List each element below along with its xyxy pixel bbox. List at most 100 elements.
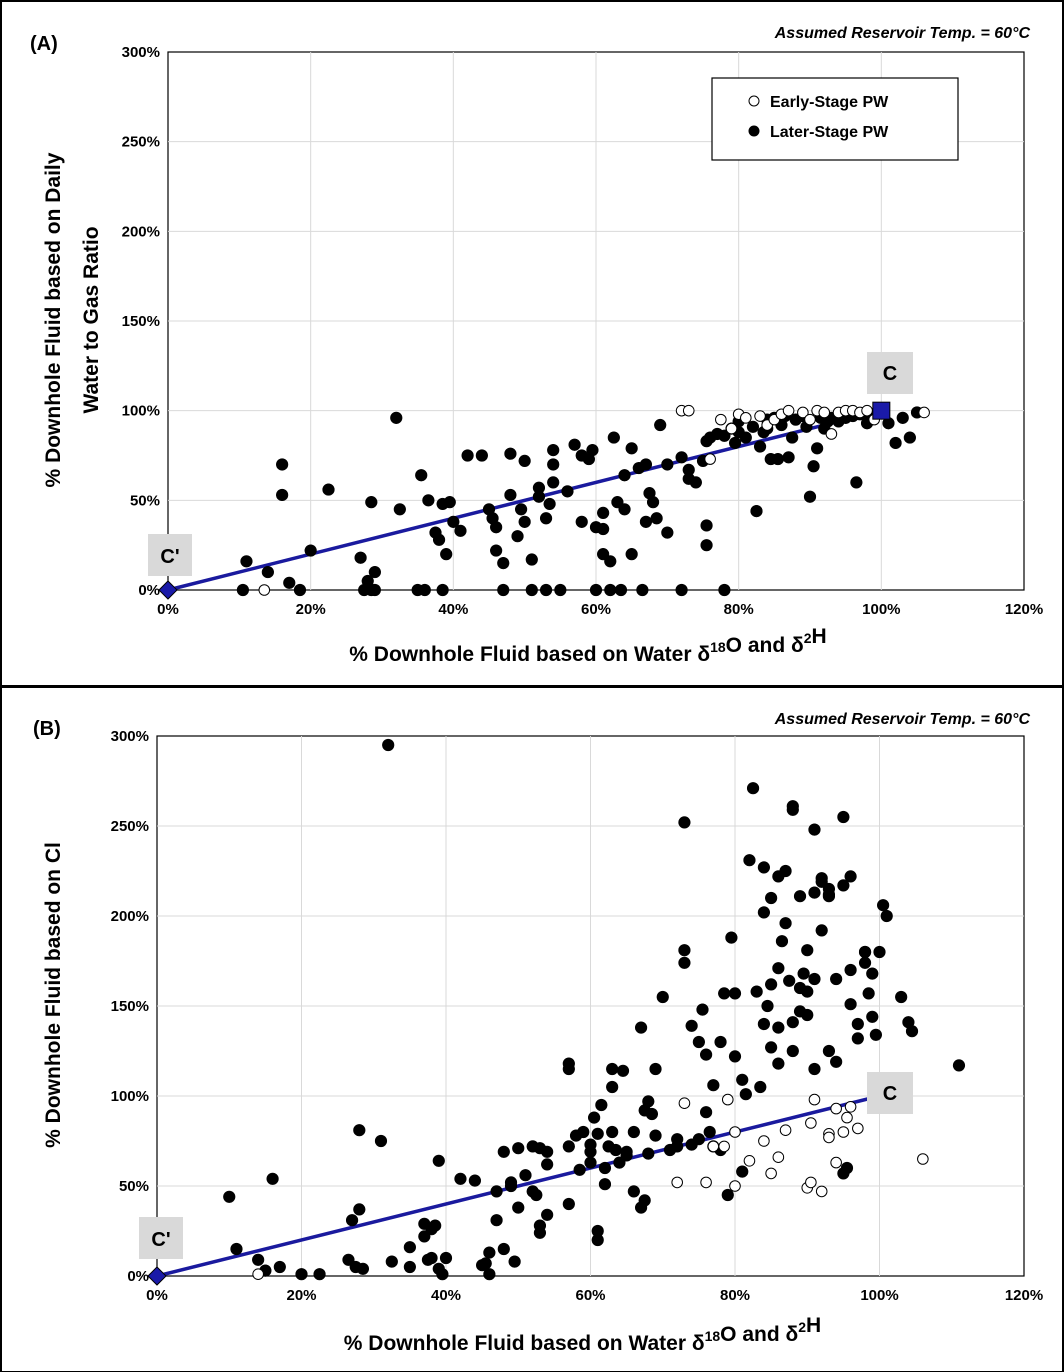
early-stage-point <box>729 1126 741 1138</box>
later-stage-point <box>714 1035 727 1049</box>
later-stage-point <box>728 436 742 450</box>
later-stage-point <box>808 1062 821 1076</box>
later-stage-point <box>779 917 792 930</box>
later-stage-point <box>497 556 510 570</box>
y-axis-title: Water to Gas Ratio <box>80 226 103 413</box>
early-stage-point <box>721 1093 734 1106</box>
later-stage-point <box>786 431 799 444</box>
later-stage-point <box>815 924 828 937</box>
later-stage-point <box>750 985 763 998</box>
later-stage-point <box>382 738 395 752</box>
later-stage-point <box>905 1025 919 1038</box>
later-stage-point <box>765 978 778 991</box>
later-stage-point <box>368 565 381 579</box>
later-stage-point <box>620 1145 633 1158</box>
later-stage-point <box>518 515 531 528</box>
x-tick-label: 20% <box>286 1287 316 1304</box>
early-stage-point <box>765 1167 777 1180</box>
early-stage-point <box>841 1111 853 1124</box>
later-stage-point <box>757 1017 771 1031</box>
later-stage-point <box>858 945 872 959</box>
later-stage-point <box>649 1129 662 1142</box>
early-stage-point <box>682 404 695 417</box>
x-tick-label: 100% <box>862 601 900 618</box>
later-stage-point <box>598 1161 612 1175</box>
early-stage-point <box>740 412 752 424</box>
early-stage-point <box>830 1156 842 1169</box>
x-tick-label: 120% <box>1005 601 1043 618</box>
later-stage-point <box>703 1125 716 1139</box>
early-stage-point <box>823 1131 835 1144</box>
later-stage-point <box>895 990 908 1004</box>
x-tick-label: 100% <box>860 1287 898 1304</box>
later-stage-point <box>661 526 674 539</box>
later-stage-point <box>837 879 850 892</box>
early-stage-point <box>754 410 766 422</box>
later-stage-point <box>786 1016 799 1029</box>
later-stage-point <box>591 1127 604 1140</box>
later-stage-point <box>689 476 702 489</box>
later-stage-point <box>743 854 756 867</box>
end-member-c-marker <box>872 401 891 420</box>
y-tick-label: 150% <box>111 998 149 1015</box>
later-stage-point <box>533 1226 547 1239</box>
later-stage-point <box>532 481 546 494</box>
later-stage-point <box>656 990 669 1004</box>
later-stage-point <box>807 460 820 473</box>
later-stage-point <box>519 1169 532 1182</box>
y-tick-label: 300% <box>122 44 160 61</box>
later-stage-point <box>422 494 435 507</box>
later-stage-point <box>554 583 567 597</box>
later-stage-point <box>432 1154 445 1167</box>
mixing-line <box>156 1094 880 1278</box>
later-stage-point <box>725 931 738 944</box>
later-stage-point <box>801 985 814 998</box>
y-tick-label: 50% <box>130 492 160 509</box>
later-stage-point <box>454 524 467 537</box>
later-stage-point <box>771 452 785 466</box>
later-stage-point <box>390 411 403 424</box>
later-stage-point <box>646 496 660 509</box>
later-stage-point <box>385 1255 398 1268</box>
temperature-annotation: Assumed Reservoir Temp. = 60°C <box>774 711 1031 728</box>
later-stage-point <box>661 458 674 471</box>
later-stage-point <box>830 1055 843 1068</box>
later-stage-point <box>483 1246 496 1259</box>
later-stage-point <box>866 1010 879 1023</box>
later-stage-point <box>692 1035 705 1049</box>
x-axis-title: % Downhole Fluid based on Water δ18O and… <box>344 1314 821 1355</box>
later-stage-point <box>525 553 538 566</box>
early-stage-point <box>258 584 271 596</box>
y-tick-label: 100% <box>111 1088 149 1105</box>
early-stage-point <box>718 1140 730 1153</box>
later-stage-point <box>851 1017 864 1031</box>
later-stage-point <box>425 1251 438 1265</box>
early-stage-point <box>252 1268 264 1280</box>
later-stage-point <box>443 496 456 509</box>
later-stage-point <box>504 447 517 460</box>
later-stage-point <box>345 1214 359 1227</box>
later-stage-point <box>562 1062 575 1076</box>
y-tick-label: 300% <box>111 728 149 745</box>
later-stage-point <box>436 1268 449 1281</box>
later-stage-point <box>753 440 767 453</box>
early-stage-point <box>804 413 816 426</box>
later-stage-point <box>604 583 617 597</box>
later-stage-point <box>584 1156 597 1169</box>
later-stage-point <box>447 515 460 528</box>
later-stage-point <box>618 469 631 482</box>
early-stage-point <box>844 1101 857 1113</box>
later-stage-point <box>468 1174 482 1187</box>
later-stage-point <box>261 565 274 579</box>
early-stage-point <box>725 422 738 435</box>
later-stage-point <box>606 1062 619 1076</box>
later-stage-point <box>772 1057 785 1070</box>
later-stage-point <box>830 972 843 986</box>
later-stage-point <box>866 967 879 980</box>
later-stage-point <box>822 1044 836 1058</box>
later-stage-point <box>754 1080 767 1094</box>
later-stage-point <box>313 1268 326 1281</box>
later-stage-point <box>432 533 446 546</box>
later-stage-point <box>439 1251 453 1265</box>
